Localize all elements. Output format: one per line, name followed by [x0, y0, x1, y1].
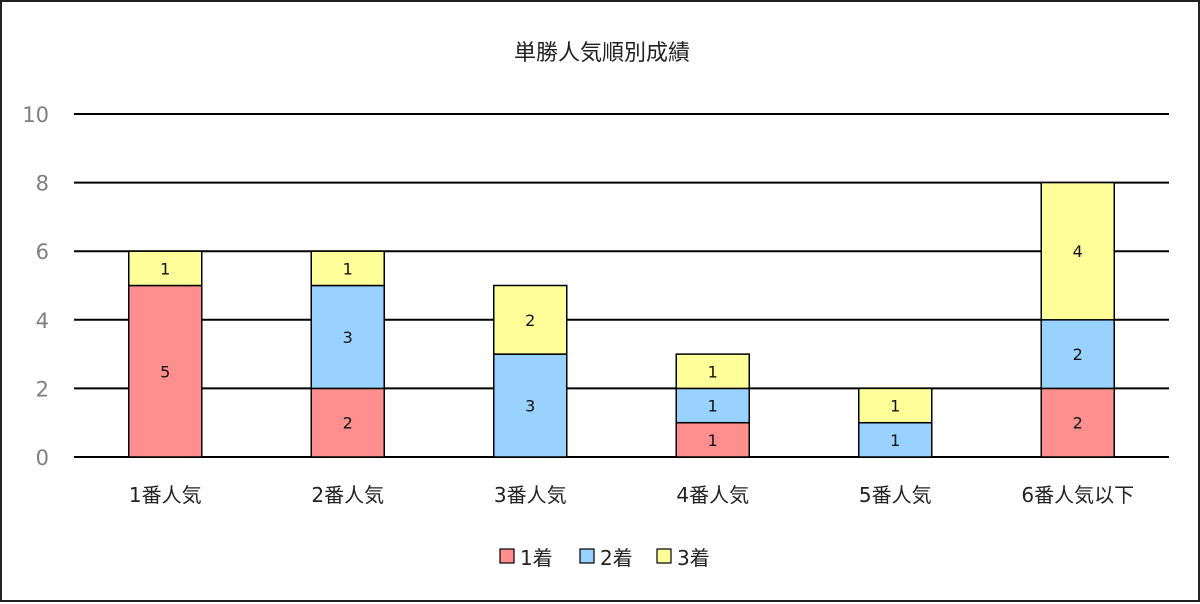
bar-segment: [310, 250, 385, 287]
legend: 1着 2着 3着: [499, 546, 710, 570]
legend-item: 2着: [579, 546, 633, 570]
bar-segment: [1040, 181, 1115, 321]
bar-segment: [675, 353, 750, 390]
legend-label: 3着: [677, 546, 710, 570]
y-tick-label: 0: [36, 446, 49, 470]
data-label: 1: [890, 431, 900, 450]
axis-layer: 0 2 4 6 8 10 1番人気 2番人気 3番人気 4番人気 5番人気 6番人気以下: [22, 103, 1134, 507]
data-label: 1: [160, 259, 170, 278]
bar-segment: [1040, 387, 1115, 458]
data-label: 2: [525, 311, 535, 330]
y-tick-label: 8: [36, 172, 49, 196]
legend-label: 2着: [600, 546, 633, 570]
data-label: 2: [1073, 345, 1083, 364]
data-label: 2: [343, 414, 353, 433]
bar-segment: [858, 421, 933, 458]
legend-swatch: [656, 548, 672, 564]
x-category-label: 3番人気: [494, 483, 567, 507]
data-label: 1: [890, 397, 900, 416]
x-category-label: 5番人気: [859, 483, 932, 507]
data-label: 3: [343, 328, 353, 347]
x-category-label: 1番人気: [129, 483, 202, 507]
grid-layer: [74, 113, 1169, 458]
data-label-layer: 5 1 2 3 1 3 2 1 1 1 1 1 2 2 4: [160, 242, 1083, 450]
y-tick-label: 10: [22, 103, 49, 127]
bar-segment: [675, 421, 750, 458]
y-tick-label: 6: [36, 240, 49, 264]
bar-segment: [493, 284, 568, 355]
data-label: 2: [1073, 414, 1083, 433]
chart-title: 単勝人気順別成績: [514, 41, 690, 66]
data-label: 1: [708, 431, 718, 450]
x-category-label: 4番人気: [676, 483, 749, 507]
data-label: 1: [708, 362, 718, 381]
data-label: 1: [708, 397, 718, 416]
legend-label: 1着: [520, 546, 553, 570]
bar-segment: [1040, 319, 1115, 390]
legend-item: 1着: [499, 546, 553, 570]
bar-segment: [128, 284, 203, 458]
bar-segment: [310, 387, 385, 458]
legend-swatch: [499, 548, 515, 564]
data-label: 1: [343, 259, 353, 278]
bar-segment: [858, 387, 933, 424]
bar-layer: [128, 181, 1115, 458]
x-category-label: 6番人気以下: [1021, 483, 1134, 507]
legend-swatch: [579, 548, 595, 564]
bar-segment: [493, 353, 568, 458]
legend-item: 3着: [656, 546, 710, 570]
y-tick-label: 4: [36, 309, 49, 333]
data-label: 5: [160, 362, 170, 381]
x-category-label: 2番人気: [311, 483, 384, 507]
bar-segment: [128, 250, 203, 287]
data-label: 3: [525, 397, 535, 416]
data-label: 4: [1073, 242, 1083, 261]
y-tick-label: 2: [36, 377, 49, 401]
